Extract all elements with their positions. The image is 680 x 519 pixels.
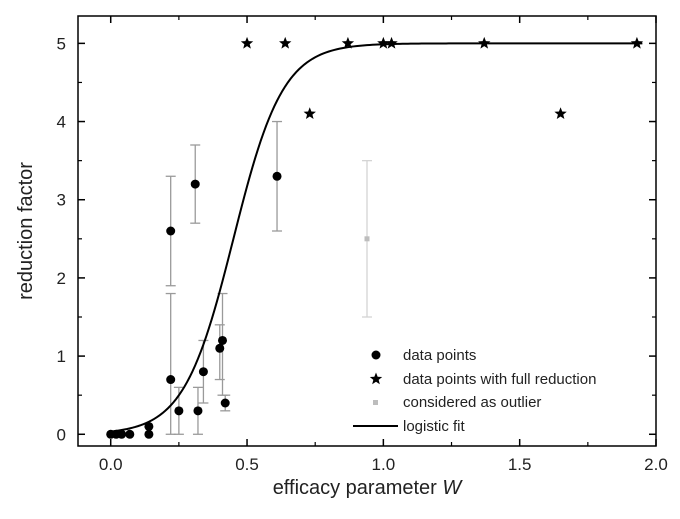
data-point-circle [166, 226, 176, 236]
data-point-circle [117, 429, 127, 439]
legend: data points data points with full reduct… [353, 347, 596, 435]
data-point-circle [125, 429, 135, 439]
y-axis-ticks: 0 1 2 3 4 5 [57, 34, 656, 444]
data-point-star [341, 36, 355, 49]
x-tick-label: 0.0 [99, 455, 123, 474]
x-tick-label: 2.0 [644, 455, 668, 474]
data-point-circle [218, 335, 227, 345]
legend-circle-marker [371, 350, 381, 360]
data-point-circle [193, 406, 203, 416]
data-point-star [385, 36, 398, 49]
y-tick-label: 2 [57, 269, 66, 288]
legend-star-marker [369, 372, 383, 385]
legend-label-outlier: considered as outlier [403, 394, 541, 411]
logistic-fit-line [110, 42, 643, 433]
data-point-circle [174, 406, 184, 416]
x-tick-label: 1.0 [372, 455, 396, 474]
data-point-star [377, 36, 390, 49]
y-tick-label: 4 [57, 113, 66, 132]
x-axis-ticks: 0.0 0.5 1.0 1.5 2.0 [99, 16, 668, 474]
data-point-circle [198, 367, 208, 377]
x-tick-label: 1.5 [508, 455, 532, 474]
error-bars [165, 120, 372, 435]
y-tick-label: 1 [57, 347, 66, 366]
plot-frame [77, 15, 657, 447]
legend-square-marker [373, 400, 378, 405]
data-point-star [554, 107, 567, 119]
data-point-star [478, 36, 491, 49]
data-point-star [279, 36, 292, 49]
data-point-circle [220, 398, 230, 408]
y-tick-label: 0 [57, 425, 66, 444]
y-axis-title: reduction factor [15, 162, 37, 300]
outlier-point-square [364, 236, 370, 242]
x-tick-label: 0.5 [235, 455, 259, 474]
legend-label-full-reduction: data points with full reduction [403, 371, 596, 388]
data-markers [106, 36, 644, 439]
data-point-circle [190, 179, 200, 189]
legend-label-logistic-fit: logistic fit [403, 418, 466, 435]
data-point-circle [144, 421, 154, 431]
data-point-star [630, 36, 644, 49]
data-point-star [303, 107, 316, 119]
x-axis-title: efficacy parameter W [273, 477, 464, 499]
data-point-star [240, 36, 254, 49]
data-point-circle [166, 375, 176, 385]
y-tick-label: 3 [57, 191, 66, 210]
data-point-circle [272, 171, 282, 181]
y-tick-label: 5 [57, 34, 66, 53]
legend-label-data-points: data points [403, 347, 476, 364]
data-point-circle [215, 343, 225, 353]
data-point-circle [144, 429, 154, 439]
